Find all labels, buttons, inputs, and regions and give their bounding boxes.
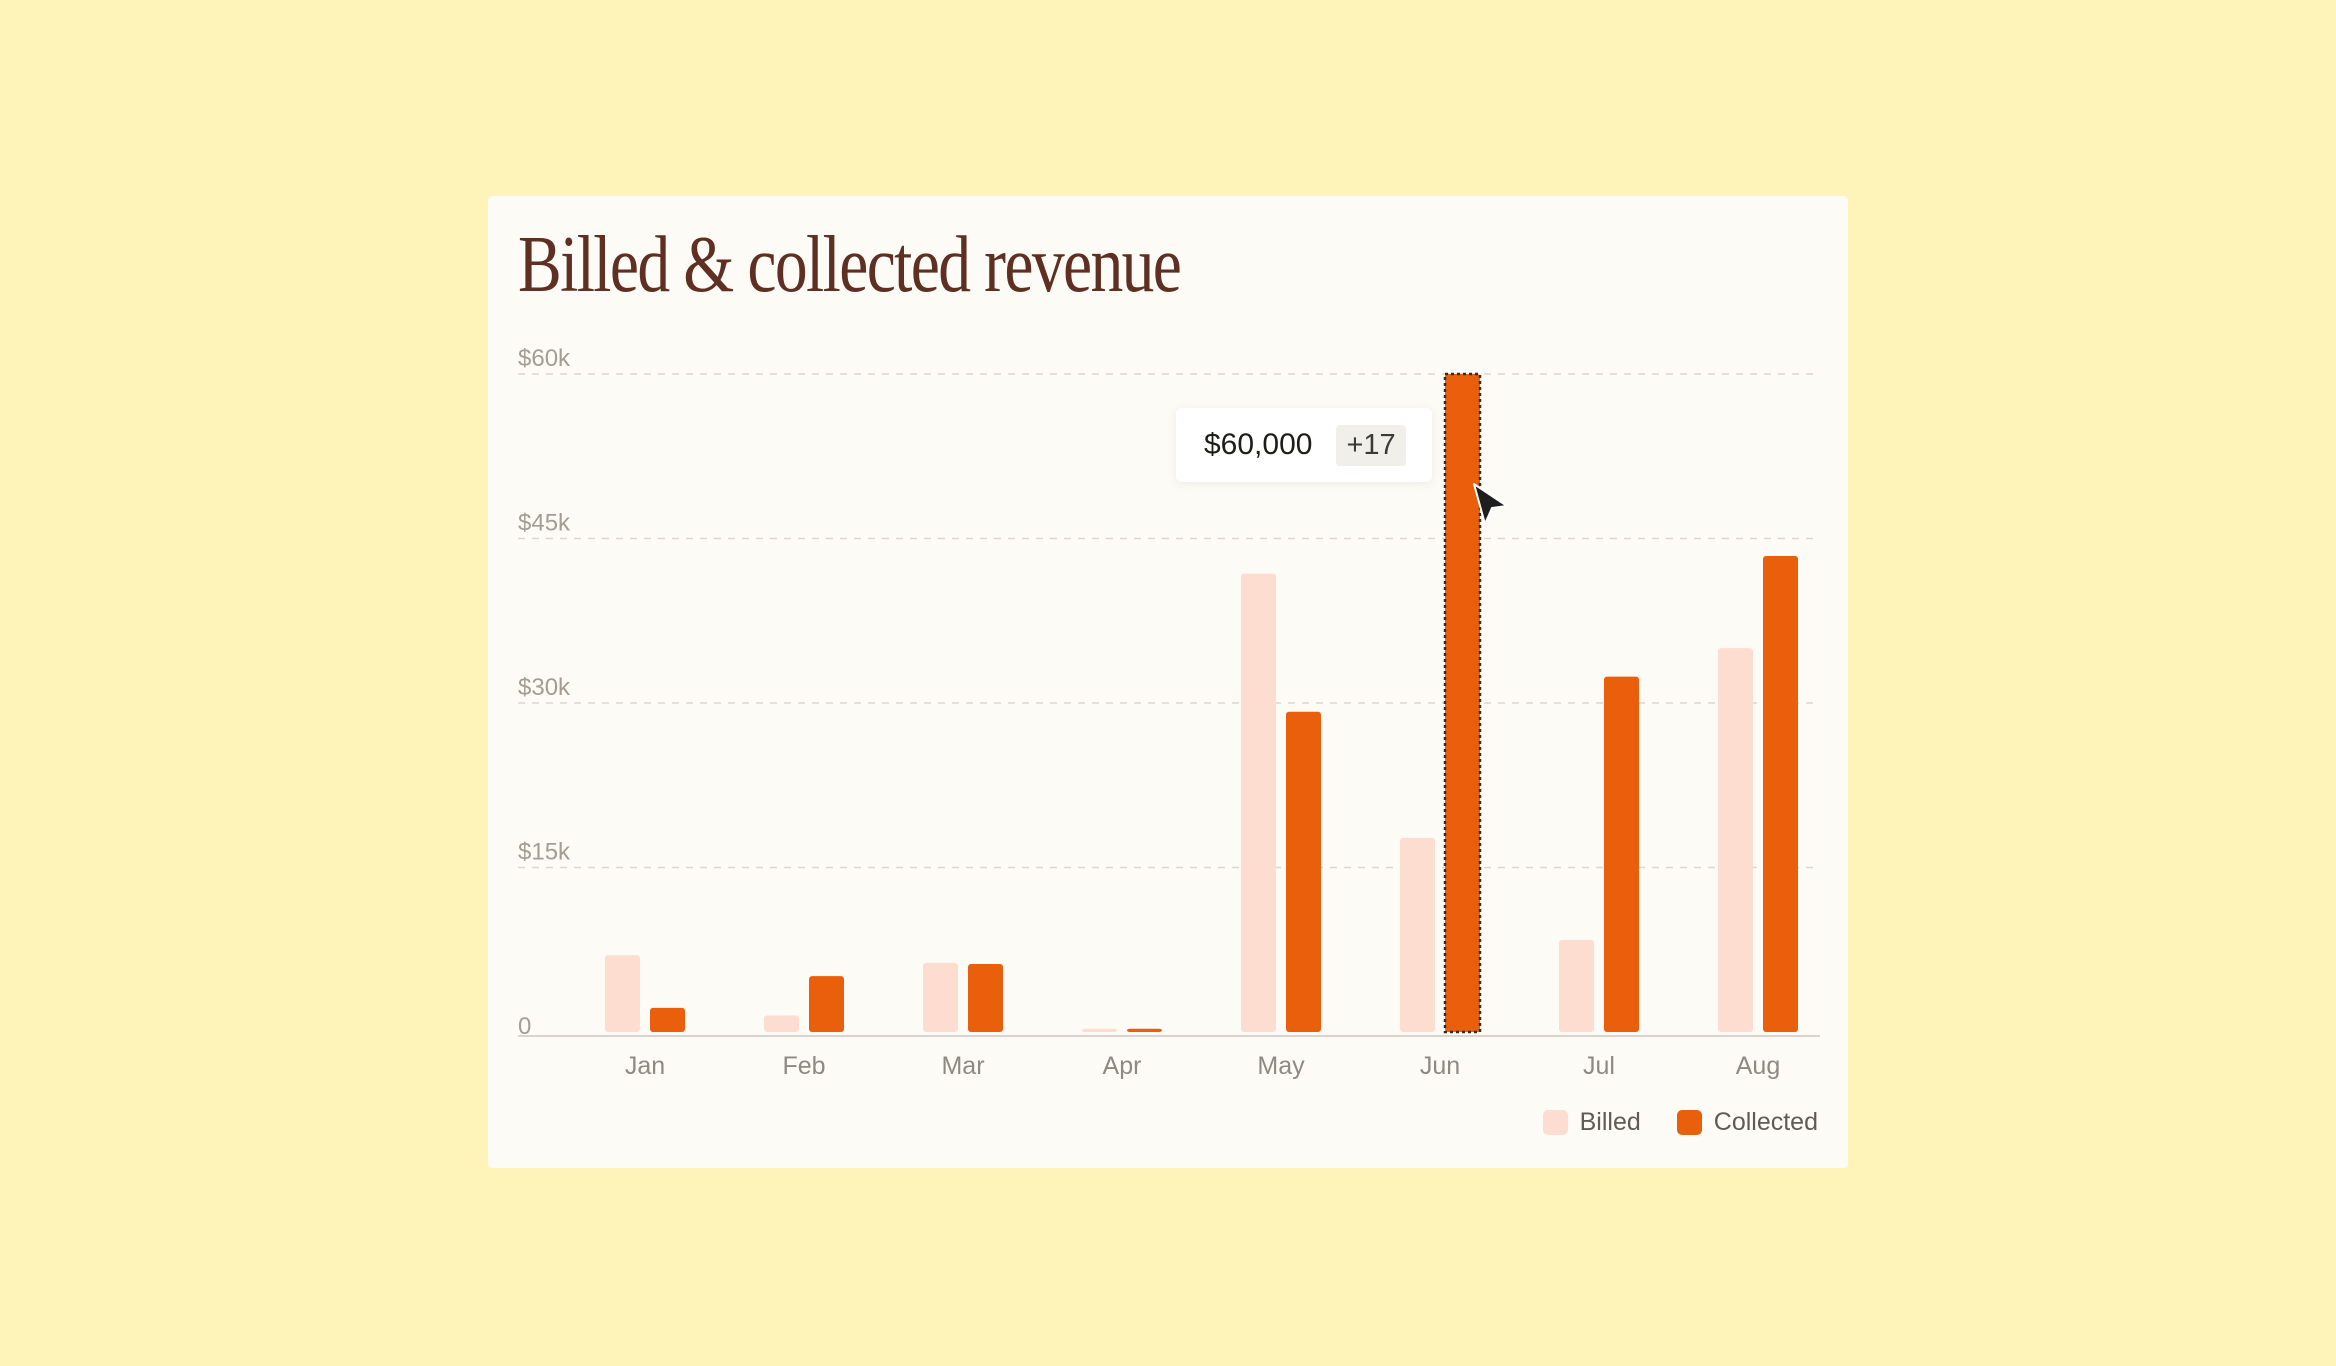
legend-label-collected: Collected	[1713, 1108, 1818, 1136]
legend-item-billed[interactable]: Billed	[1542, 1108, 1641, 1137]
x-tick-label: May	[1257, 1052, 1305, 1080]
legend-swatch-billed	[1542, 1110, 1568, 1135]
bar-billed	[1718, 648, 1753, 1032]
x-tick-label: Jul	[1583, 1052, 1615, 1080]
bar-billed	[605, 955, 640, 1032]
bar-collected	[1286, 711, 1321, 1032]
legend-item-collected[interactable]: Collected	[1676, 1108, 1818, 1137]
y-tick-label: $15k	[518, 839, 571, 866]
chart-legend: Billed Collected	[1542, 1108, 1818, 1137]
legend-swatch-collected	[1676, 1110, 1702, 1135]
chart-title: Billed & collected revenue	[518, 221, 1182, 309]
chart-tooltip: $60,000 +17	[1176, 408, 1432, 482]
arrow-pointer-icon	[1473, 483, 1508, 525]
legend-label-billed: Billed	[1579, 1108, 1641, 1136]
x-tick-label: Jun	[1420, 1052, 1460, 1080]
bar-collected	[650, 1007, 685, 1032]
bar-collected	[1763, 556, 1798, 1032]
bar-collected-highlighted	[1445, 374, 1480, 1032]
bar-collected	[809, 976, 844, 1032]
chart-card: Billed & collected revenue 0 $15k $30k $45k…	[488, 196, 1848, 1168]
bar-collected	[968, 964, 1003, 1032]
bar-billed	[1400, 837, 1435, 1032]
bar-billed	[1082, 1028, 1117, 1032]
tooltip-value: $60,000	[1204, 428, 1313, 461]
tooltip-delta-badge: +17	[1336, 424, 1406, 466]
y-tick-label: 0	[518, 1013, 531, 1040]
y-tick-label: $60k	[518, 345, 571, 372]
bar-chart: 0 $15k $30k $45k $60k Jan Feb Mar Apr May Jun Jul Au…	[518, 345, 1820, 1080]
bar-collected	[1604, 676, 1639, 1032]
y-tick-label: $30k	[518, 674, 571, 701]
bar-billed	[923, 962, 958, 1032]
x-tick-label: Mar	[941, 1052, 984, 1080]
bar-billed	[1241, 573, 1276, 1032]
bar-billed	[764, 1015, 799, 1032]
bar-highlight-outline	[1443, 372, 1482, 1034]
x-tick-label: Jan	[625, 1052, 665, 1080]
bar-collected	[1127, 1028, 1162, 1032]
x-tick-label: Feb	[782, 1052, 825, 1080]
x-tick-label: Apr	[1103, 1052, 1142, 1080]
bar-billed	[1559, 939, 1594, 1032]
x-tick-label: Aug	[1736, 1052, 1780, 1080]
y-tick-label: $45k	[518, 510, 571, 537]
